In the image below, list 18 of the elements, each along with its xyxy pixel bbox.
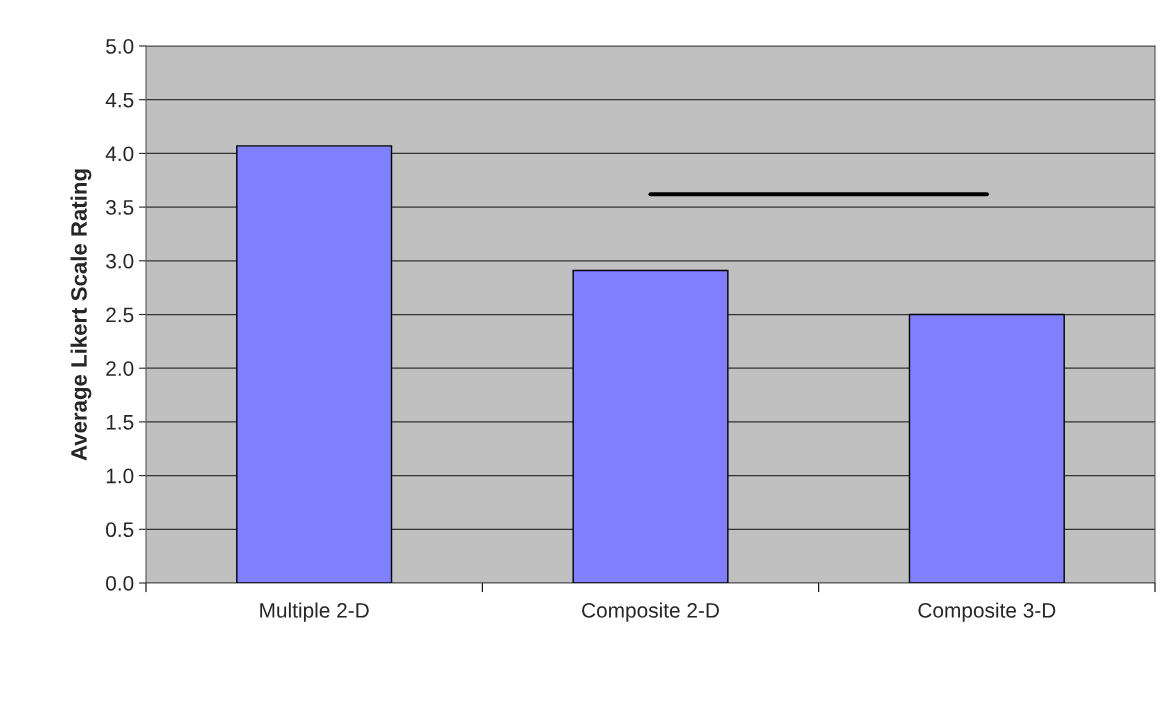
x-tick-label: Composite 3-D — [918, 602, 1056, 622]
y-tick-label: 1.5 — [106, 415, 134, 430]
bar — [908, 313, 1065, 583]
y-tick-label: 0.5 — [106, 522, 134, 538]
y-tick-label: 3.0 — [106, 253, 134, 269]
y-tick-label: 4.5 — [105, 92, 134, 108]
bar — [572, 269, 729, 583]
y-tick-label: 3.5 — [106, 200, 134, 215]
x-tick-label: Composite 2-D — [582, 602, 719, 622]
bar — [236, 145, 393, 583]
y-tick-label: 4.0 — [105, 146, 134, 162]
x-tick-label: Multiple 2-D — [260, 602, 369, 622]
y-axis-title: Average Likert Scale Rating — [70, 169, 92, 461]
y-tick-label: 5.0 — [106, 39, 134, 54]
y-tick-label: 0.0 — [106, 576, 134, 591]
y-tick-label: 1.0 — [106, 468, 134, 484]
y-tick-label: 2.0 — [106, 361, 134, 376]
y-tick-label: 2.5 — [106, 307, 134, 323]
